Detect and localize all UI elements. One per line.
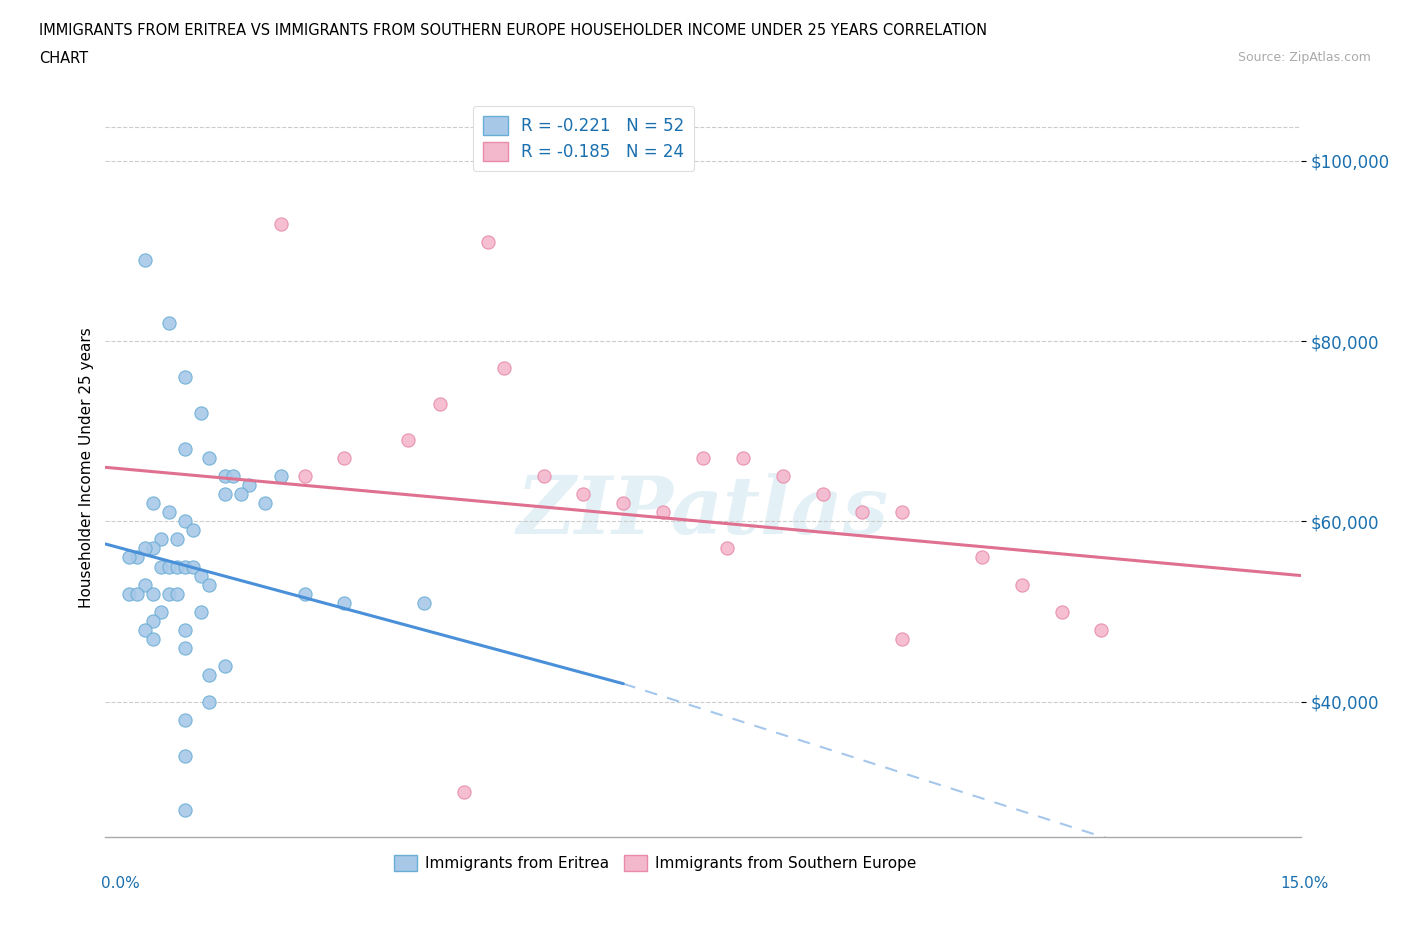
Point [150,604,173,619]
Point [198,578,221,592]
Text: CHART: CHART [39,51,89,66]
Point [174,622,197,637]
Point [229,487,252,502]
Point [181,559,204,574]
Legend: Immigrants from Eritrea, Immigrants from Southern Europe: Immigrants from Eritrea, Immigrants from… [388,849,922,877]
Point [333,451,356,466]
Point [150,559,173,574]
Point [174,712,197,727]
Point [190,568,212,583]
Point [270,469,292,484]
Point [142,541,165,556]
Point [118,586,141,601]
Text: 15.0%: 15.0% [1281,876,1329,891]
Point [174,803,197,817]
Point [851,505,873,520]
Point [174,749,197,764]
Point [134,541,156,556]
Point [492,361,515,376]
Text: Source: ZipAtlas.com: Source: ZipAtlas.com [1237,51,1371,64]
Point [142,613,165,628]
Point [174,640,197,655]
Text: ZIPatlas: ZIPatlas [517,473,889,551]
Point [118,550,141,565]
Point [253,496,276,511]
Point [127,550,149,565]
Point [396,432,419,447]
Point [157,586,180,601]
Point [166,586,188,601]
Text: IMMIGRANTS FROM ERITREA VS IMMIGRANTS FROM SOUTHERN EUROPE HOUSEHOLDER INCOME UN: IMMIGRANTS FROM ERITREA VS IMMIGRANTS FR… [39,23,987,38]
Point [214,658,236,673]
Point [572,487,595,502]
Point [134,253,156,268]
Point [142,631,165,646]
Text: 0.0%: 0.0% [101,876,141,891]
Point [891,505,914,520]
Point [294,586,316,601]
Point [157,505,180,520]
Point [214,469,236,484]
Point [1011,578,1033,592]
Point [198,695,221,710]
Point [127,586,149,601]
Point [772,469,794,484]
Point [174,514,197,529]
Point [429,397,451,412]
Point [198,667,221,682]
Point [174,559,197,574]
Point [157,315,180,330]
Point [157,559,180,574]
Point [652,505,675,520]
Point [333,595,356,610]
Point [1090,622,1112,637]
Point [214,487,236,502]
Point [731,451,754,466]
Point [692,451,714,466]
Point [166,559,188,574]
Point [190,604,212,619]
Point [891,631,914,646]
Point [150,532,173,547]
Point [198,451,221,466]
Point [453,785,475,800]
Point [174,370,197,385]
Point [181,523,204,538]
Point [270,217,292,232]
Point [238,478,260,493]
Point [612,496,634,511]
Point [142,586,165,601]
Y-axis label: Householder Income Under 25 years: Householder Income Under 25 years [79,327,94,607]
Point [413,595,436,610]
Point [533,469,555,484]
Point [222,469,245,484]
Point [1050,604,1073,619]
Point [174,442,197,457]
Point [716,541,738,556]
Point [166,532,188,547]
Point [134,622,156,637]
Point [477,234,499,249]
Point [134,578,156,592]
Point [294,469,316,484]
Point [970,550,993,565]
Point [190,405,212,420]
Point [811,487,834,502]
Point [142,496,165,511]
